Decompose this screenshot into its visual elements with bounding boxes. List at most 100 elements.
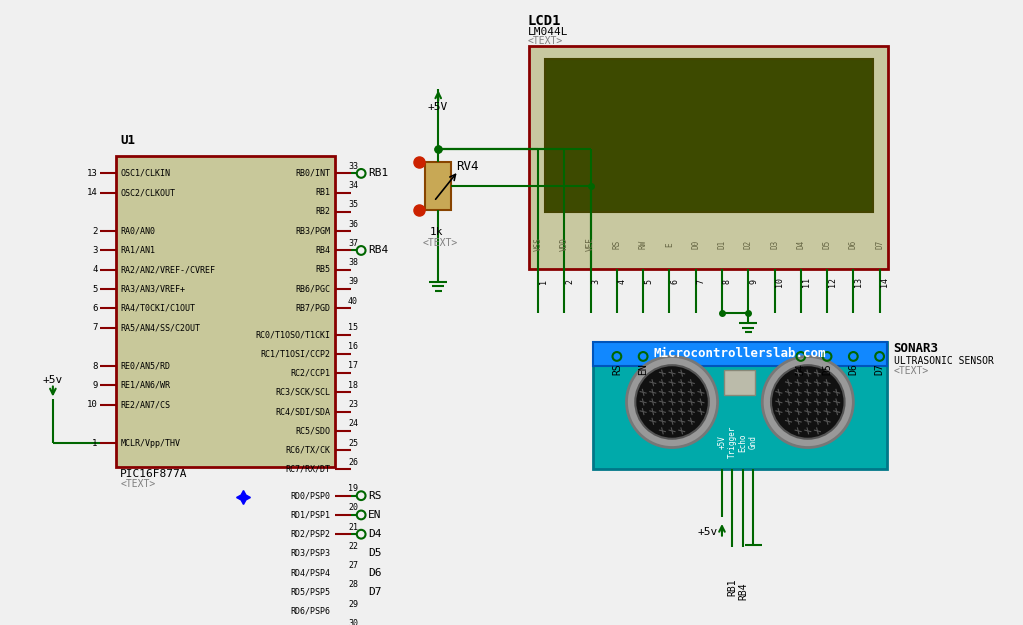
Text: RA2/AN2/VREF-/CVREF: RA2/AN2/VREF-/CVREF — [121, 265, 215, 274]
Text: 33: 33 — [348, 162, 358, 171]
Text: 6: 6 — [670, 279, 679, 284]
Text: 7: 7 — [92, 323, 97, 332]
Text: MCLR/Vpp/THV: MCLR/Vpp/THV — [121, 439, 180, 448]
Text: 1: 1 — [92, 439, 97, 448]
Text: <TEXT>: <TEXT> — [121, 479, 155, 489]
Text: LM044L: LM044L — [528, 26, 568, 36]
Text: 25: 25 — [348, 439, 358, 448]
Circle shape — [626, 356, 717, 447]
Text: D4: D4 — [796, 240, 805, 249]
Text: U1: U1 — [121, 134, 135, 147]
Circle shape — [762, 356, 853, 447]
Text: D6: D6 — [849, 240, 858, 249]
Text: RB1: RB1 — [315, 188, 330, 197]
Text: 13: 13 — [854, 277, 863, 287]
Text: RB4: RB4 — [738, 582, 748, 600]
Text: 2: 2 — [565, 279, 574, 284]
Text: 19: 19 — [348, 484, 358, 493]
Text: RB0/INT: RB0/INT — [296, 169, 330, 178]
Text: Trigger: Trigger — [728, 426, 737, 459]
Text: 1: 1 — [539, 279, 548, 284]
Text: <TEXT>: <TEXT> — [422, 239, 457, 249]
Text: 3: 3 — [92, 246, 97, 255]
Text: 5: 5 — [92, 284, 97, 294]
Text: RC5/SDO: RC5/SDO — [296, 426, 330, 436]
Text: D0: D0 — [692, 240, 700, 249]
Text: D7: D7 — [875, 240, 884, 249]
Text: 24: 24 — [348, 419, 358, 428]
Text: 36: 36 — [348, 219, 358, 229]
Text: RB1: RB1 — [368, 168, 389, 178]
Text: D2: D2 — [744, 240, 753, 249]
Text: RD3/PSP3: RD3/PSP3 — [291, 549, 330, 558]
Text: RD6/PSP6: RD6/PSP6 — [291, 607, 330, 616]
Text: 22: 22 — [348, 542, 358, 551]
Text: RC7/RX/DT: RC7/RX/DT — [285, 465, 330, 474]
Text: RA5/AN4/SS/C2OUT: RA5/AN4/SS/C2OUT — [121, 323, 201, 332]
Text: RV4: RV4 — [455, 160, 478, 173]
Text: 20: 20 — [348, 503, 358, 512]
Text: SONAR3: SONAR3 — [894, 342, 939, 355]
Text: 23: 23 — [348, 400, 358, 409]
Text: E: E — [665, 242, 674, 247]
Text: RB4: RB4 — [315, 246, 330, 255]
Text: RA3/AN3/VREF+: RA3/AN3/VREF+ — [121, 284, 185, 294]
Text: 12: 12 — [828, 277, 837, 287]
Text: D4: D4 — [368, 529, 382, 539]
Text: RB3/PGM: RB3/PGM — [296, 227, 330, 236]
Text: +5V: +5V — [428, 102, 448, 112]
Text: LCD1: LCD1 — [528, 14, 561, 28]
Text: Echo: Echo — [739, 433, 748, 451]
Text: RC6/TX/CK: RC6/TX/CK — [285, 446, 330, 454]
Text: D3: D3 — [770, 240, 779, 249]
Text: 21: 21 — [348, 522, 358, 532]
Text: 10: 10 — [775, 277, 785, 287]
Text: 8: 8 — [92, 362, 97, 371]
Circle shape — [771, 365, 845, 439]
Text: RA4/T0CKI/C1OUT: RA4/T0CKI/C1OUT — [121, 304, 195, 312]
Text: RB5: RB5 — [315, 265, 330, 274]
Text: RC3/SCK/SCL: RC3/SCK/SCL — [275, 388, 330, 397]
Text: EN: EN — [638, 364, 649, 376]
Text: 3: 3 — [591, 279, 601, 284]
Text: RD0/PSP0: RD0/PSP0 — [291, 491, 330, 500]
Text: 14: 14 — [881, 277, 889, 287]
Text: RB2: RB2 — [315, 208, 330, 216]
Text: 10: 10 — [87, 400, 97, 409]
Text: RA0/AN0: RA0/AN0 — [121, 227, 155, 236]
Text: RD5/PSP5: RD5/PSP5 — [291, 588, 330, 596]
Text: 27: 27 — [348, 561, 358, 570]
Bar — [116, 156, 335, 467]
Text: D4: D4 — [796, 364, 806, 376]
Text: 7: 7 — [697, 279, 706, 284]
Text: RB4: RB4 — [368, 246, 389, 256]
Text: RE0/AN5/RD: RE0/AN5/RD — [121, 362, 170, 371]
Text: 29: 29 — [348, 599, 358, 609]
Bar — [723, 371, 755, 395]
Text: 30: 30 — [348, 619, 358, 625]
Bar — [593, 341, 887, 366]
Text: 16: 16 — [348, 342, 358, 351]
Text: 2: 2 — [92, 227, 97, 236]
Text: 38: 38 — [348, 258, 358, 267]
Text: VSS: VSS — [534, 238, 542, 251]
Text: VDD: VDD — [560, 238, 569, 251]
Text: RA1/AN1: RA1/AN1 — [121, 246, 155, 255]
Text: OSC2/CLKOUT: OSC2/CLKOUT — [121, 188, 175, 197]
Text: D6: D6 — [368, 568, 382, 578]
Text: RC1/T1OSI/CCP2: RC1/T1OSI/CCP2 — [261, 349, 330, 358]
Bar — [593, 341, 887, 469]
Text: 28: 28 — [348, 581, 358, 589]
Text: RE1/AN6/WR: RE1/AN6/WR — [121, 381, 170, 390]
Text: RC0/T1OSO/T1CKI: RC0/T1OSO/T1CKI — [256, 330, 330, 339]
Bar — [529, 46, 888, 269]
Text: 9: 9 — [749, 279, 758, 284]
Text: D7: D7 — [368, 587, 382, 597]
Text: 34: 34 — [348, 181, 358, 190]
Text: 15: 15 — [348, 323, 358, 332]
Text: <TEXT>: <TEXT> — [894, 366, 929, 376]
Text: RC4/SDI/SDA: RC4/SDI/SDA — [275, 407, 330, 416]
Text: RD4/PSP4: RD4/PSP4 — [291, 568, 330, 578]
Text: 18: 18 — [348, 381, 358, 390]
Text: 37: 37 — [348, 239, 358, 248]
